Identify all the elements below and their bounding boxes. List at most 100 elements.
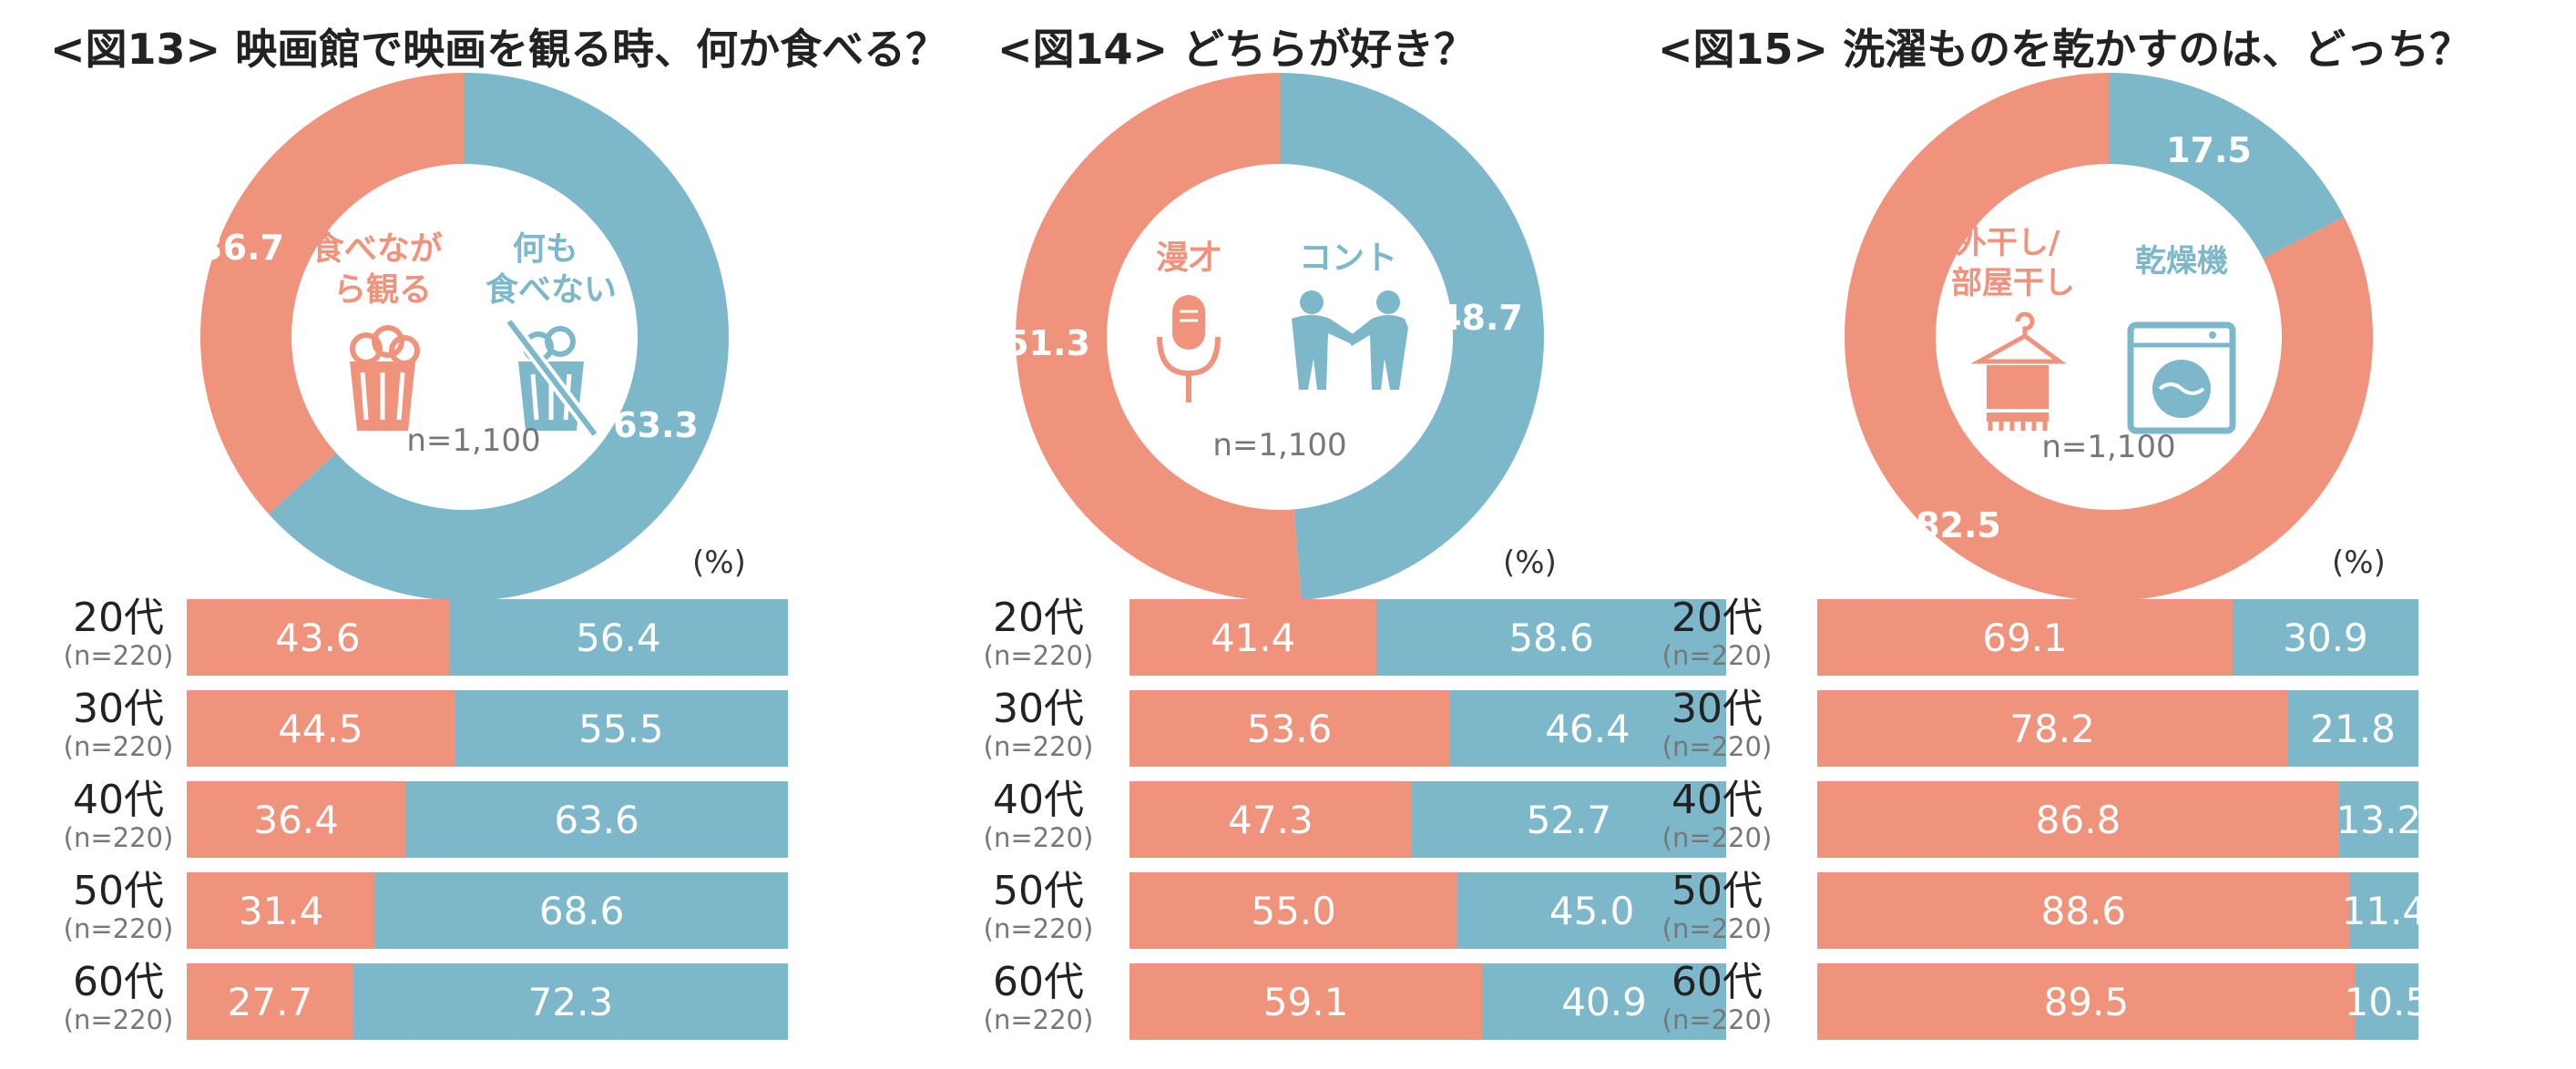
sample-size-label: (n=220) bbox=[1661, 913, 1773, 944]
bar-segment-second: 56.4 bbox=[448, 599, 788, 676]
category-label: 乾燥機 bbox=[2135, 243, 2228, 280]
bar-value-label: 53.6 bbox=[1246, 706, 1333, 751]
slice-value-label: 51.3 bbox=[1005, 323, 1090, 363]
age-label: 60代 (n=220) bbox=[50, 959, 187, 1035]
age-label: 30代 (n=220) bbox=[1649, 687, 1785, 762]
donut-slice bbox=[1280, 73, 1545, 601]
bar-segment-first: 41.4 bbox=[1130, 599, 1377, 676]
sample-size-label: (n=220) bbox=[63, 822, 174, 853]
age-bar-chart: 20代 (n=220) 43.6 56.4 30代 (n=220) 44.5 55.5 40代(… bbox=[50, 596, 788, 1040]
bar-value-label: 78.2 bbox=[2009, 706, 2095, 751]
popcorn-icon bbox=[350, 325, 420, 431]
sample-size-label: (n=220) bbox=[983, 822, 1094, 853]
bar-value-label: 59.1 bbox=[1262, 979, 1349, 1024]
bar-segment-first: 36.4 bbox=[187, 781, 406, 858]
bar-segment-second: 68.6 bbox=[375, 872, 788, 949]
bar-value-label: 89.5 bbox=[2043, 979, 2130, 1024]
bar-value-label: 43.6 bbox=[275, 615, 361, 660]
bar-segment-first: 86.8 bbox=[1817, 781, 2339, 858]
age-row: 60代 (n=220) 89.5 10.5 bbox=[1658, 960, 2429, 1040]
age-group-label: 50代 bbox=[73, 868, 164, 914]
stacked-bar: 31.4 68.6 bbox=[187, 872, 788, 949]
sample-size-label: (n=220) bbox=[1661, 640, 1773, 671]
bar-value-label: 41.4 bbox=[1210, 615, 1296, 660]
donut-slice bbox=[2109, 73, 2345, 259]
sample-size-label: (n=220) bbox=[63, 913, 174, 944]
chart-panel-14: <図14> どちらが好き？ 51.3 48.7 漫才 コント n=1 bbox=[984, 0, 1817, 1069]
bar-segment-second: 55.5 bbox=[454, 690, 788, 767]
bar-value-label: 68.6 bbox=[538, 888, 625, 933]
age-row: 50代 (n=220) 88.6 11.4 bbox=[1658, 869, 2427, 949]
sample-size-label: (n=220) bbox=[63, 1004, 174, 1035]
stacked-bar: 53.6 46.4 bbox=[1130, 690, 1726, 767]
sample-size-label: (n=220) bbox=[63, 731, 174, 762]
stacked-bar: 59.1 40.9 bbox=[1130, 963, 1726, 1040]
bar-value-label: 40.9 bbox=[1561, 979, 1647, 1024]
age-group-label: 20代 bbox=[73, 595, 164, 641]
age-bar-chart: 20代 (n=220) 69.1 30.9 30代 (n=220) 78.2 21.8 40代(… bbox=[1658, 596, 2429, 1040]
category-label: 食べなが ら観る bbox=[312, 230, 455, 309]
age-label: 60代 (n=220) bbox=[970, 960, 1107, 1035]
donut-chart: 51.3 48.7 漫才 コント n=1,100 bbox=[1005, 73, 1545, 601]
bar-segment-second: 72.3 bbox=[353, 963, 788, 1040]
bar-segment-first: 43.6 bbox=[187, 599, 449, 676]
category-label-line: 部屋干し bbox=[1951, 265, 2075, 301]
age-row: 30代 (n=220) 44.5 55.5 bbox=[50, 687, 788, 767]
stacked-bar: 44.5 55.5 bbox=[187, 690, 788, 767]
slice-value-label: 48.7 bbox=[1437, 298, 1523, 338]
two-people-icon bbox=[1292, 290, 1408, 390]
donut-slice bbox=[200, 73, 465, 514]
category-label: コント bbox=[1299, 239, 1397, 277]
donut-chart: 36.7 63.3 食べなが ら観る 何も 食べない bbox=[199, 73, 729, 601]
age-group-label: 20代 bbox=[993, 595, 1084, 641]
age-group-label: 60代 bbox=[1671, 959, 1763, 1005]
donut-slice bbox=[1845, 73, 2373, 601]
category-label: 何も 食べない bbox=[486, 230, 617, 309]
bar-segment-second: 10.5 bbox=[2345, 963, 2429, 1040]
bar-value-label: 55.5 bbox=[578, 706, 664, 751]
category-label: 漫才 bbox=[1156, 239, 1222, 277]
age-row: 40代 (n=220) 47.3 52.7 bbox=[984, 778, 1726, 858]
donut-slice bbox=[268, 73, 729, 601]
stacked-bar: 47.3 52.7 bbox=[1130, 781, 1726, 858]
bar-value-label: 30.9 bbox=[2283, 615, 2368, 660]
stacked-bar: 69.1 30.9 bbox=[1817, 599, 2418, 676]
age-row: 40代 (n=220) 36.4 63.6 bbox=[50, 778, 788, 858]
age-label: 20代 (n=220) bbox=[50, 595, 187, 671]
age-group-label: 50代 bbox=[1671, 868, 1763, 914]
age-row: 20代 (n=220) 69.1 30.9 bbox=[1658, 596, 2418, 676]
slice-value-label: 63.3 bbox=[613, 405, 699, 445]
bar-value-label: 13.2 bbox=[2336, 797, 2422, 842]
bar-segment-second: 52.7 bbox=[1411, 781, 1726, 858]
age-label: 40代 (n=220) bbox=[970, 778, 1107, 853]
unit-label: (%) bbox=[692, 545, 746, 581]
stacked-bar: 43.6 56.4 bbox=[187, 599, 788, 676]
category-label: 外干し/ 部屋干し bbox=[1951, 225, 2075, 301]
stacked-bar: 41.4 58.6 bbox=[1130, 599, 1726, 676]
sample-size-label: (n=220) bbox=[983, 913, 1094, 944]
bar-segment-first: 53.6 bbox=[1130, 690, 1450, 767]
chart-title: <図14> どちらが好き？ bbox=[997, 25, 1477, 74]
age-label: 20代 (n=220) bbox=[1649, 596, 1785, 671]
unit-label: (%) bbox=[2332, 545, 2386, 581]
bar-value-label: 46.4 bbox=[1545, 706, 1630, 751]
bar-segment-first: 89.5 bbox=[1817, 963, 2356, 1040]
washing-machine-icon bbox=[2127, 321, 2236, 434]
age-label: 40代 (n=220) bbox=[1649, 778, 1785, 853]
age-label: 50代 (n=220) bbox=[1649, 868, 1785, 944]
sample-size-label: n=1,100 bbox=[1212, 427, 1346, 463]
category-label-line: 何も bbox=[513, 230, 578, 268]
bar-segment-second: 11.4 bbox=[2342, 872, 2427, 949]
age-row: 20代 (n=220) 41.4 58.6 bbox=[984, 596, 1726, 676]
category-label-line: 外干し/ bbox=[1956, 225, 2060, 261]
age-group-label: 60代 bbox=[73, 959, 164, 1005]
bar-segment-first: 88.6 bbox=[1817, 872, 2350, 949]
bar-value-label: 69.1 bbox=[1982, 615, 2068, 660]
bar-value-label: 72.3 bbox=[527, 979, 614, 1024]
stacked-bar: 36.4 63.6 bbox=[187, 781, 788, 858]
sample-size-label: (n=220) bbox=[983, 731, 1094, 762]
age-label: 50代 (n=220) bbox=[50, 868, 187, 944]
chart-title: <図13> 映画館で映画を観る時、何か食べる？ bbox=[50, 25, 948, 74]
bar-value-label: 27.7 bbox=[227, 979, 313, 1024]
bar-segment-first: 27.7 bbox=[187, 963, 353, 1040]
